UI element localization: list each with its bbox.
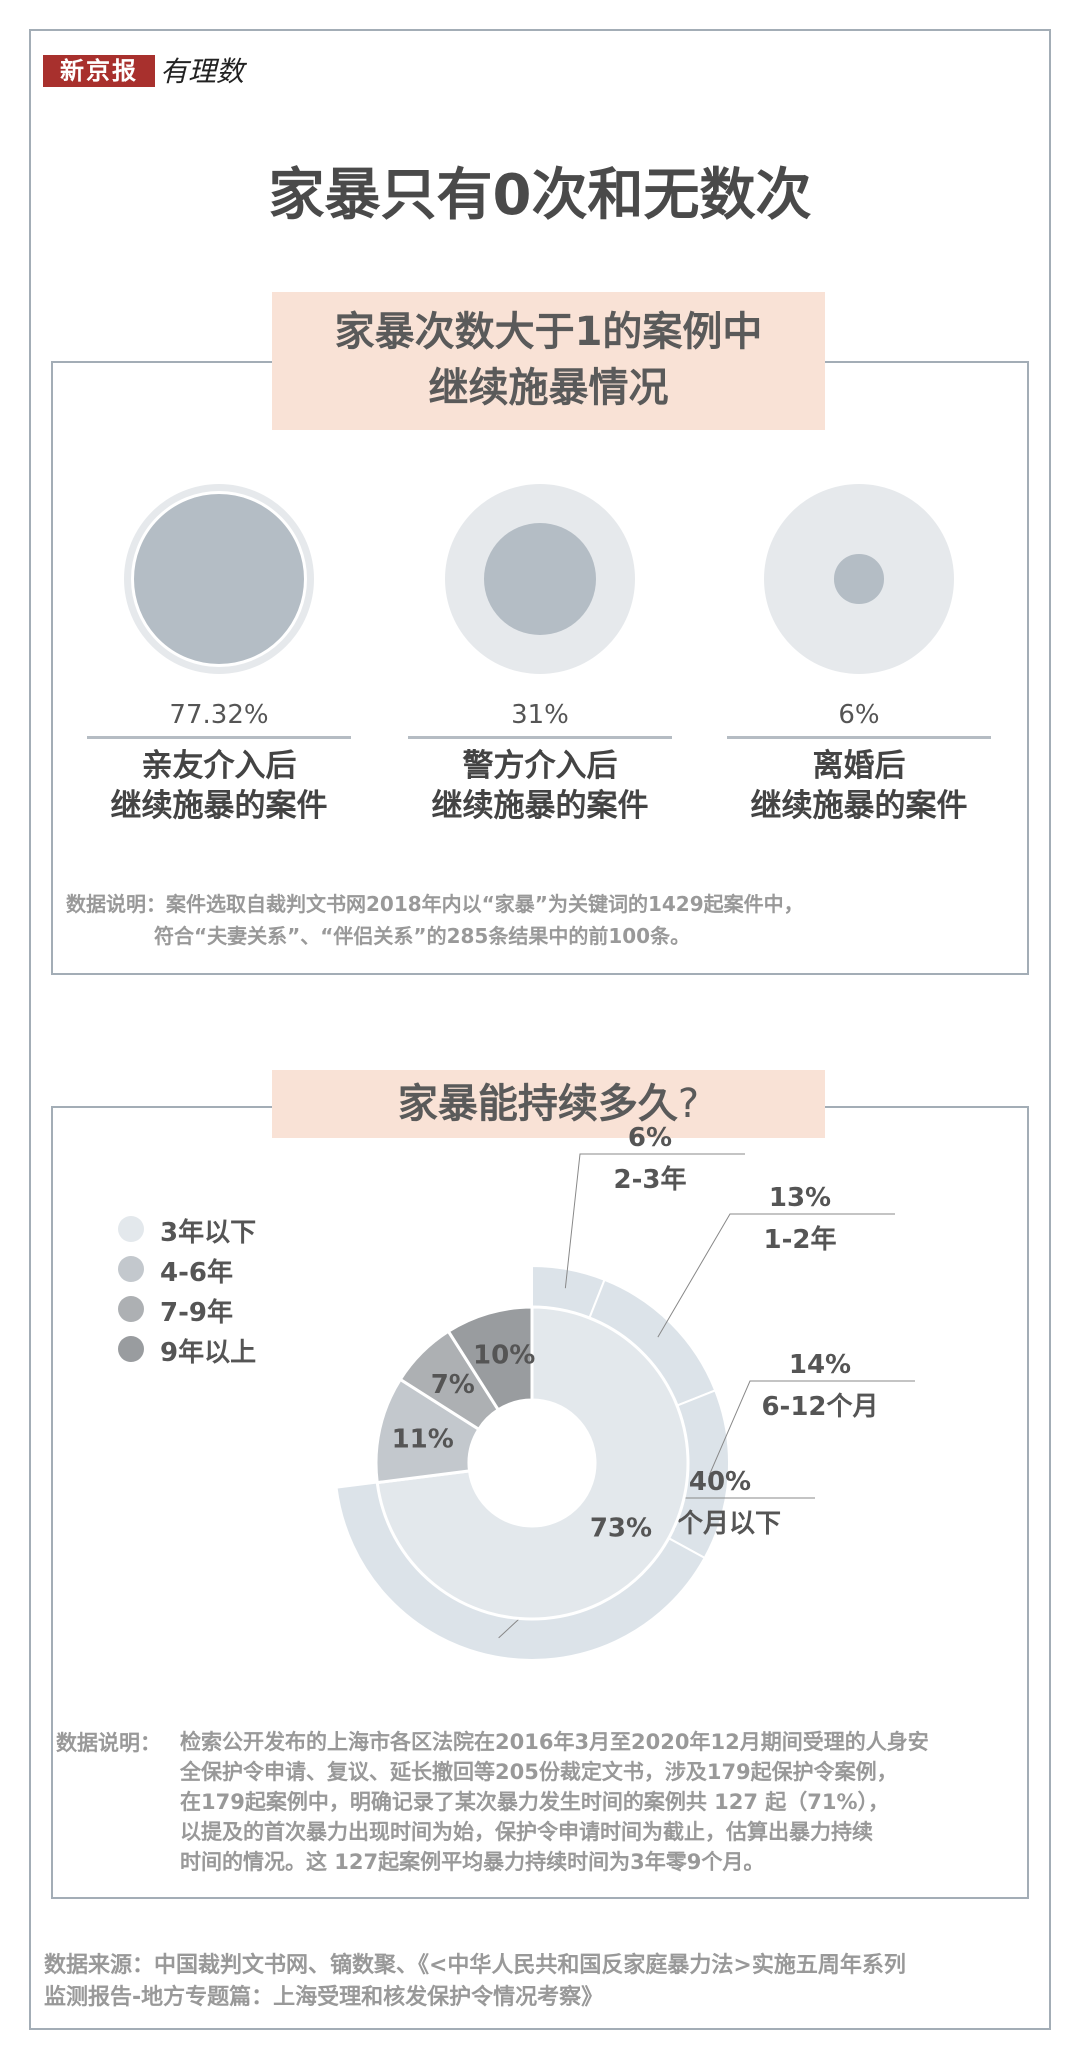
- divider: [87, 736, 351, 739]
- data-source: 数据来源：中国裁判文书网、镝数聚、《<中华人民共和国反家庭暴力法>实施五周年系列…: [44, 1950, 906, 2014]
- note-line: 时间的情况。这 127起案例平均暴力持续时间为3年零9个月。: [180, 1850, 765, 1874]
- item-label: 离婚后继续施暴的案件: [727, 746, 991, 826]
- item-label: 警方介入后继续施暴的案件: [408, 746, 672, 826]
- outer-slice-label: 1-2年: [764, 1224, 837, 1255]
- page-title: 家暴只有0次和无数次: [268, 163, 812, 228]
- data-source-line1: 数据来源：中国裁判文书网、镝数聚、《<中华人民共和国反家庭暴力法>实施五周年系列: [44, 1953, 906, 1978]
- section2-header-text: 家暴能持续多久: [397, 1081, 678, 1127]
- legend-label: 4-6年: [160, 1258, 233, 1288]
- section2-note: 检索公开发布的上海市各区法院在2016年3月至2020年12月期间受理的人身安全…: [180, 1727, 929, 1877]
- section2-header: 家暴能持续多久?: [272, 1070, 825, 1138]
- outer-slice-value: 6%: [628, 1123, 672, 1153]
- inner-slice-value: 11%: [392, 1425, 454, 1455]
- divider: [727, 736, 991, 739]
- inner-slice-value: 10%: [473, 1341, 535, 1371]
- value-circle: [834, 554, 884, 604]
- section1-note-line2: 符合“夫妻关系”、“伴侣关系”的285条结果中的前100条。: [154, 924, 691, 948]
- section1-header-line1: 家暴次数大于1的案例中: [334, 309, 763, 355]
- item-label-line1: 离婚后: [812, 748, 906, 784]
- item-percent: 31%: [511, 700, 569, 730]
- note-line: 检索公开发布的上海市各区法院在2016年3月至2020年12月期间受理的人身安: [180, 1730, 929, 1754]
- leader-line: [657, 1213, 895, 1338]
- inner-slice-value: 7%: [431, 1370, 475, 1400]
- value-circle: [130, 490, 308, 668]
- leader-line: [709, 1380, 915, 1475]
- note-line: 以提及的首次暴力出现时间为始，保护令申请时间为截止，估算出暴力持续: [180, 1820, 873, 1844]
- legend-label: 9年以上: [160, 1338, 257, 1368]
- item-label-line1: 警方介入后: [462, 748, 618, 784]
- data-source-line2: 监测报告-地方专题篇：上海受理和核发保护令情况考察》: [44, 1985, 604, 2010]
- brand-logo: 新京报: [43, 55, 155, 87]
- outer-slice-value: 14%: [789, 1350, 851, 1380]
- infographic-frame: [29, 29, 1051, 2030]
- item-label: 亲友介入后继续施暴的案件: [87, 746, 351, 826]
- legend-swatch: [118, 1256, 144, 1282]
- note-line: 在179起案例中，明确记录了某次暴力发生时间的案例共 127 起（71%），: [180, 1790, 890, 1814]
- section2-header-question: ?: [677, 1081, 700, 1127]
- note-line: 全保护令申请、复议、延长撤回等205份裁定文书，涉及179起保护令案例，: [180, 1760, 898, 1784]
- section1-note-line1: 数据说明：案件选取自裁判文书网2018年内以“家暴”为关键词的1429起案件中，: [66, 892, 804, 916]
- legend-swatch: [118, 1216, 144, 1242]
- legend-label: 7-9年: [160, 1298, 233, 1328]
- outer-slice-value: 40%: [689, 1467, 751, 1497]
- value-circle: [484, 523, 596, 635]
- inner-slice-3年以下: [375, 1305, 690, 1621]
- outer-slice-value: 13%: [769, 1183, 831, 1213]
- divider: [408, 736, 672, 739]
- section1-header: 家暴次数大于1的案例中 继续施暴情况: [272, 292, 825, 430]
- outer-slice-label: 2-3年: [614, 1164, 687, 1195]
- section1-header-line2: 继续施暴情况: [428, 365, 669, 411]
- legend-swatch: [118, 1336, 144, 1362]
- legend-swatch: [118, 1296, 144, 1322]
- donut-chart: 6%2-3年13%1-2年14%6-12个月40%6个月以下73%11%7%10…: [335, 1123, 915, 1661]
- leader-line: [564, 1153, 745, 1289]
- item-percent: 6%: [838, 700, 880, 730]
- item-label-line2: 继续施暴的案件: [431, 788, 649, 824]
- item-label-line1: 亲友介入后: [141, 748, 297, 784]
- item-label-line2: 继续施暴的案件: [110, 788, 328, 824]
- inner-slice-9年以上: [446, 1305, 534, 1412]
- item-percent: 77.32%: [169, 700, 269, 730]
- item-label-line2: 继续施暴的案件: [750, 788, 968, 824]
- outer-slice-label: 6-12个月: [761, 1392, 878, 1422]
- column-logo: 有理数: [160, 55, 245, 88]
- legend-label: 3年以下: [160, 1218, 257, 1248]
- section2-note-label: 数据说明：: [56, 1731, 161, 1755]
- inner-slice-value: 73%: [590, 1514, 652, 1544]
